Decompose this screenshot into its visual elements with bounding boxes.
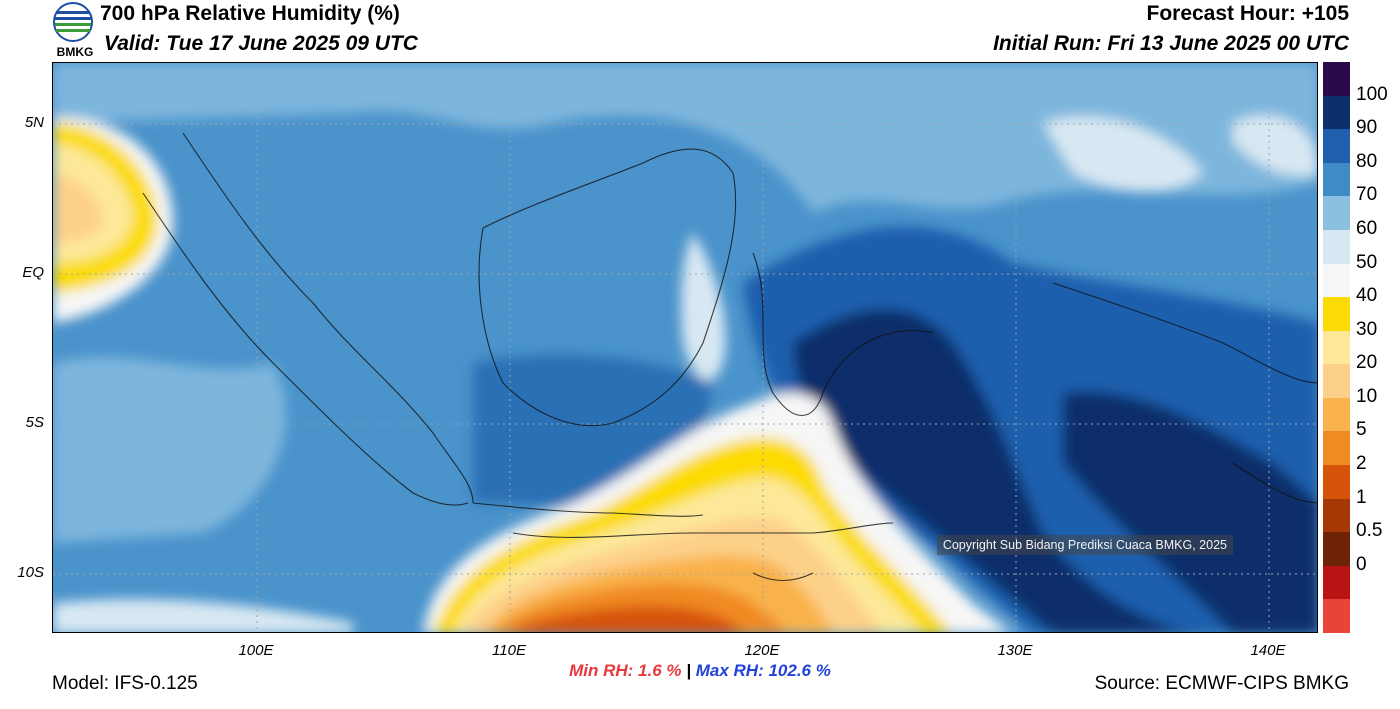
forecast-hour: Forecast Hour: +105: [1146, 2, 1350, 25]
colorbar: [1323, 62, 1350, 634]
min-rh: Min RH: 1.6 %: [569, 661, 682, 680]
colorbar-swatch: [1323, 196, 1350, 231]
lon-label-120e: 120E: [744, 642, 780, 659]
colorbar-swatch: [1323, 330, 1350, 365]
colorbar-swatch: [1323, 129, 1350, 164]
colorbar-label: 80: [1356, 150, 1378, 172]
colorbar-swatch: [1323, 465, 1350, 500]
colorbar-label: 10: [1356, 385, 1378, 407]
lon-label-110e: 110E: [492, 642, 526, 659]
chart-title: 700 hPa Relative Humidity (%): [100, 2, 400, 25]
colorbar-label: 90: [1356, 117, 1378, 139]
bmkg-logo: BMKG: [52, 2, 98, 59]
colorbar-label: 0: [1356, 553, 1367, 575]
colorbar-label: 70: [1356, 184, 1378, 206]
colorbar-swatch: [1323, 229, 1350, 265]
colorbar-label: 20: [1356, 352, 1378, 374]
colorbar-swatch: [1323, 397, 1350, 432]
colorbar-swatch: [1323, 364, 1350, 399]
colorbar-swatch: [1323, 599, 1350, 634]
logo-text: BMKG: [57, 45, 94, 58]
model-label: Model: IFS-0.125: [52, 673, 198, 694]
colorbar-label: 40: [1356, 285, 1378, 307]
colorbar-label: 50: [1356, 251, 1378, 273]
lat-label-5n: 5N: [24, 114, 44, 131]
initial-run: Initial Run: Fri 13 June 2025 00 UTC: [993, 32, 1349, 55]
humidity-map: Copyright Sub Bidang Prediksi Cuaca BMKG…: [52, 62, 1318, 633]
colorbar-swatch: [1323, 95, 1350, 130]
colorbar-swatch: [1323, 263, 1350, 298]
lat-label-eq: EQ: [22, 264, 44, 281]
colorbar-swatch: [1323, 565, 1350, 600]
colorbar-swatch: [1323, 62, 1350, 97]
lat-label-10s: 10S: [17, 564, 44, 581]
lon-label-100e: 100E: [238, 642, 274, 659]
lat-label-5s: 5S: [25, 414, 44, 431]
colorbar-label: 5: [1356, 419, 1367, 441]
stats-separator: |: [681, 661, 696, 680]
colorbar-swatch: [1323, 162, 1350, 197]
colorbar-label: 30: [1356, 318, 1378, 340]
colorbar-label: 1: [1356, 486, 1367, 508]
colorbar-swatch: [1323, 498, 1350, 533]
copyright-notice: Copyright Sub Bidang Prediksi Cuaca BMKG…: [936, 535, 1233, 555]
colorbar-label: 100: [1356, 83, 1388, 105]
source-label: Source: ECMWF-CIPS BMKG: [1094, 673, 1349, 694]
lon-label-130e: 130E: [997, 642, 1033, 659]
rh-stats: Min RH: 1.6 % | Max RH: 102.6 %: [0, 661, 1400, 681]
colorbar-label: 0.5: [1356, 520, 1383, 542]
valid-time: Valid: Tue 17 June 2025 09 UTC: [104, 32, 418, 55]
colorbar-swatch: [1323, 532, 1350, 567]
colorbar-swatch: [1323, 297, 1350, 332]
max-rh: Max RH: 102.6 %: [695, 661, 831, 680]
lon-label-140e: 140E: [1250, 642, 1286, 659]
colorbar-label: 2: [1356, 453, 1367, 475]
colorbar-label: 60: [1356, 217, 1378, 239]
colorbar-swatch: [1323, 431, 1350, 466]
